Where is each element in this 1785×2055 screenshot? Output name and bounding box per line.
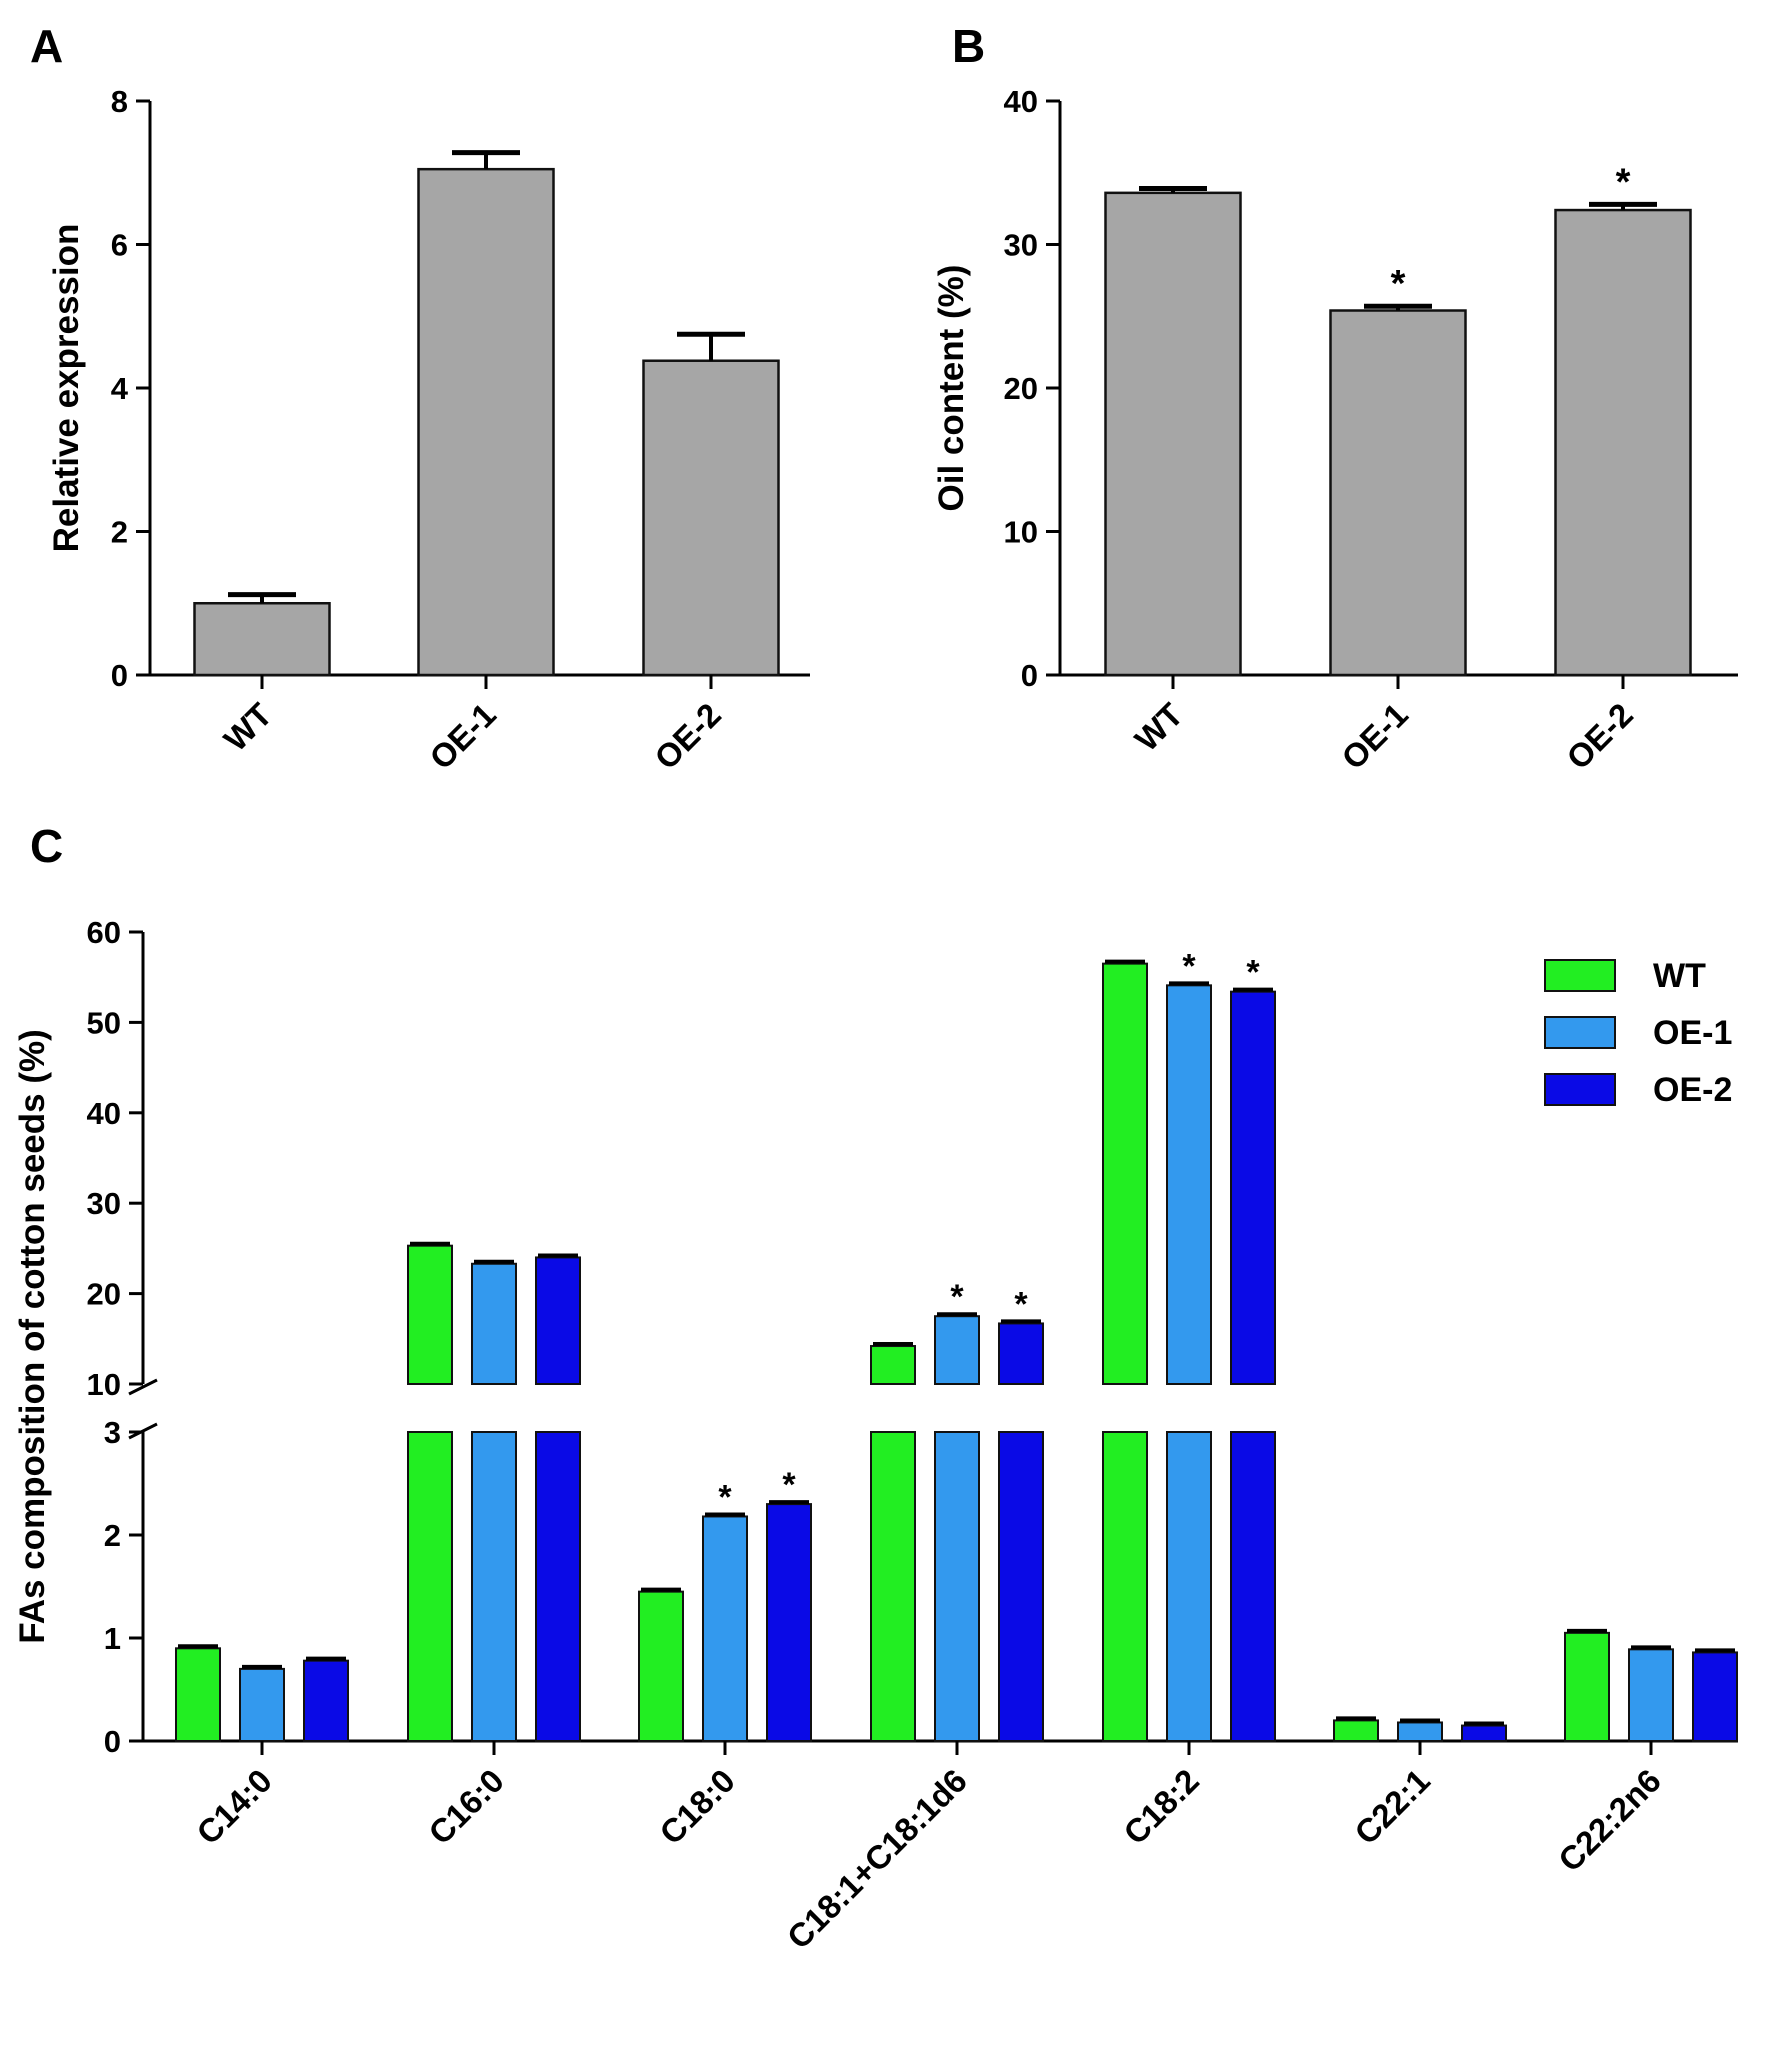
x-tick-label-c18-1-c18-1d6: C18:1+C18:1d6 <box>780 1762 974 1956</box>
panel-c: C 10 20 30 40 50 60 0 1 2 3 C14:0 C16:0 * * C18:0 * * C18:… <box>13 820 1738 1956</box>
bar-upper-c18-1-c18-1d6-oe-2 <box>998 1322 1044 1386</box>
axis-break-mark <box>128 1422 158 1440</box>
bar-c14-0-oe-1 <box>239 1667 285 1743</box>
y-tick-label: 50 <box>87 1005 121 1040</box>
y-tick-label: 0 <box>104 1724 121 1759</box>
y-axis-label: FAs composition of cotton seeds (%) <box>13 1029 52 1643</box>
bar-upper-c16-0-wt <box>407 1244 453 1385</box>
panel-a: A 0 2 4 6 8 WT OE-1 OE-2 Relative expression <box>30 20 810 776</box>
bar-lower-c18-2-wt <box>1102 1431 1148 1742</box>
y-tick-label: 0 <box>1021 658 1038 693</box>
bar-c18-0-oe-1 <box>702 1515 748 1742</box>
bar-lower-c18-2-oe-1 <box>1166 1431 1212 1742</box>
y-tick-label: 30 <box>1004 228 1038 263</box>
bar-c22-1-wt <box>1333 1719 1379 1743</box>
bar-lower-c16-0-wt <box>407 1431 453 1742</box>
significance-star: * <box>1616 161 1631 203</box>
y-tick-label: 60 <box>87 915 121 950</box>
bar-oe-1 <box>1329 309 1467 677</box>
bar-upper-c18-2-oe-1 <box>1166 984 1212 1385</box>
x-tick-label-oe-2: OE-2 <box>647 696 728 777</box>
legend-label-oe-2: OE-2 <box>1653 1071 1732 1109</box>
bar-wt <box>193 602 331 677</box>
x-tick-label-c22-2n6: C22:2n6 <box>1551 1762 1668 1879</box>
y-tick-label: 40 <box>87 1096 121 1131</box>
bar-oe-2 <box>1554 208 1692 677</box>
x-tick-label-c22-1: C22:1 <box>1347 1762 1437 1852</box>
y-tick-label: 40 <box>1004 84 1038 119</box>
bar-wt <box>1104 191 1242 677</box>
y-tick-label: 20 <box>1004 371 1038 406</box>
y-tick-label: 3 <box>104 1415 121 1450</box>
bar-oe-1 <box>417 167 555 677</box>
bar-c22-1-oe-2 <box>1461 1724 1507 1743</box>
bar-c14-0-wt <box>175 1647 221 1743</box>
bar-c22-2n6-oe-1 <box>1628 1648 1674 1742</box>
y-tick-label: 20 <box>87 1277 121 1312</box>
x-tick-label-oe-2: OE-2 <box>1559 696 1640 777</box>
bar-upper-c16-0-oe-1 <box>471 1262 517 1385</box>
y-tick-label: 10 <box>87 1367 121 1402</box>
bar-upper-c18-1-c18-1d6-oe-1 <box>934 1315 980 1385</box>
y-axis-label: Oil content (%) <box>932 265 971 512</box>
panel-letter: A <box>30 20 63 72</box>
bar-oe-2 <box>642 359 780 677</box>
significance-star: * <box>718 1478 732 1516</box>
bar-upper-c16-0-oe-2 <box>535 1256 581 1385</box>
x-tick-label-c18-2: C18:2 <box>1116 1762 1206 1852</box>
y-tick-label: 4 <box>111 371 129 406</box>
legend-label-wt: WT <box>1653 957 1706 995</box>
y-tick-label: 2 <box>111 515 128 550</box>
x-tick-label-oe-1: OE-1 <box>1334 696 1415 777</box>
significance-star: * <box>1391 263 1406 305</box>
y-axis-label: Relative expression <box>47 224 86 553</box>
bar-c18-0-wt <box>638 1590 684 1743</box>
x-tick-label-oe-1: OE-1 <box>422 696 503 777</box>
y-tick-label: 0 <box>111 658 128 693</box>
bar-lower-c16-0-oe-2 <box>535 1431 581 1742</box>
x-tick-label-wt: WT <box>217 696 279 758</box>
x-tick-label-c16-0: C16:0 <box>421 1762 511 1852</box>
bar-upper-c18-2-wt <box>1102 962 1148 1385</box>
y-tick-label: 8 <box>111 84 128 119</box>
bar-lower-c18-2-oe-2 <box>1230 1431 1276 1742</box>
legend-label-oe-1: OE-1 <box>1653 1014 1732 1052</box>
panel-letter: B <box>952 20 985 72</box>
y-tick-label: 2 <box>104 1518 121 1553</box>
bar-c22-1-oe-1 <box>1397 1721 1443 1742</box>
bar-lower-c18-1-c18-1d6-wt <box>870 1431 916 1742</box>
legend-swatch-oe-1 <box>1544 1016 1616 1049</box>
y-tick-label: 10 <box>1004 515 1038 550</box>
bar-upper-c18-2-oe-2 <box>1230 990 1276 1385</box>
legend-swatch-wt <box>1544 959 1616 992</box>
axis-break-mark <box>128 1378 158 1396</box>
significance-star: * <box>950 1278 964 1316</box>
bar-c22-2n6-oe-2 <box>1692 1651 1738 1743</box>
bar-c22-2n6-wt <box>1564 1631 1610 1742</box>
y-tick-label: 1 <box>104 1621 121 1656</box>
bar-c18-0-oe-2 <box>766 1503 812 1742</box>
significance-star: * <box>1182 947 1196 985</box>
bar-lower-c18-1-c18-1d6-oe-1 <box>934 1431 980 1742</box>
bar-lower-c16-0-oe-1 <box>471 1431 517 1742</box>
bar-c14-0-oe-2 <box>303 1659 349 1743</box>
y-tick-label: 6 <box>111 228 128 263</box>
significance-star: * <box>782 1466 796 1504</box>
x-tick-label-wt: WT <box>1128 696 1190 758</box>
significance-star: * <box>1246 954 1260 992</box>
legend-swatch-oe-2 <box>1544 1073 1616 1106</box>
x-tick-label-c18-0: C18:0 <box>652 1762 742 1852</box>
bar-lower-c18-1-c18-1d6-oe-2 <box>998 1431 1044 1742</box>
x-tick-label-c14-0: C14:0 <box>189 1762 279 1852</box>
y-tick-label: 30 <box>87 1186 121 1221</box>
significance-star: * <box>1014 1285 1028 1323</box>
bar-upper-c18-1-c18-1d6-wt <box>870 1345 916 1385</box>
panel-letter: C <box>30 820 63 872</box>
panel-b: B 0 10 20 30 40 WT * OE-1 * OE-2 Oil content (%) <box>932 20 1738 776</box>
